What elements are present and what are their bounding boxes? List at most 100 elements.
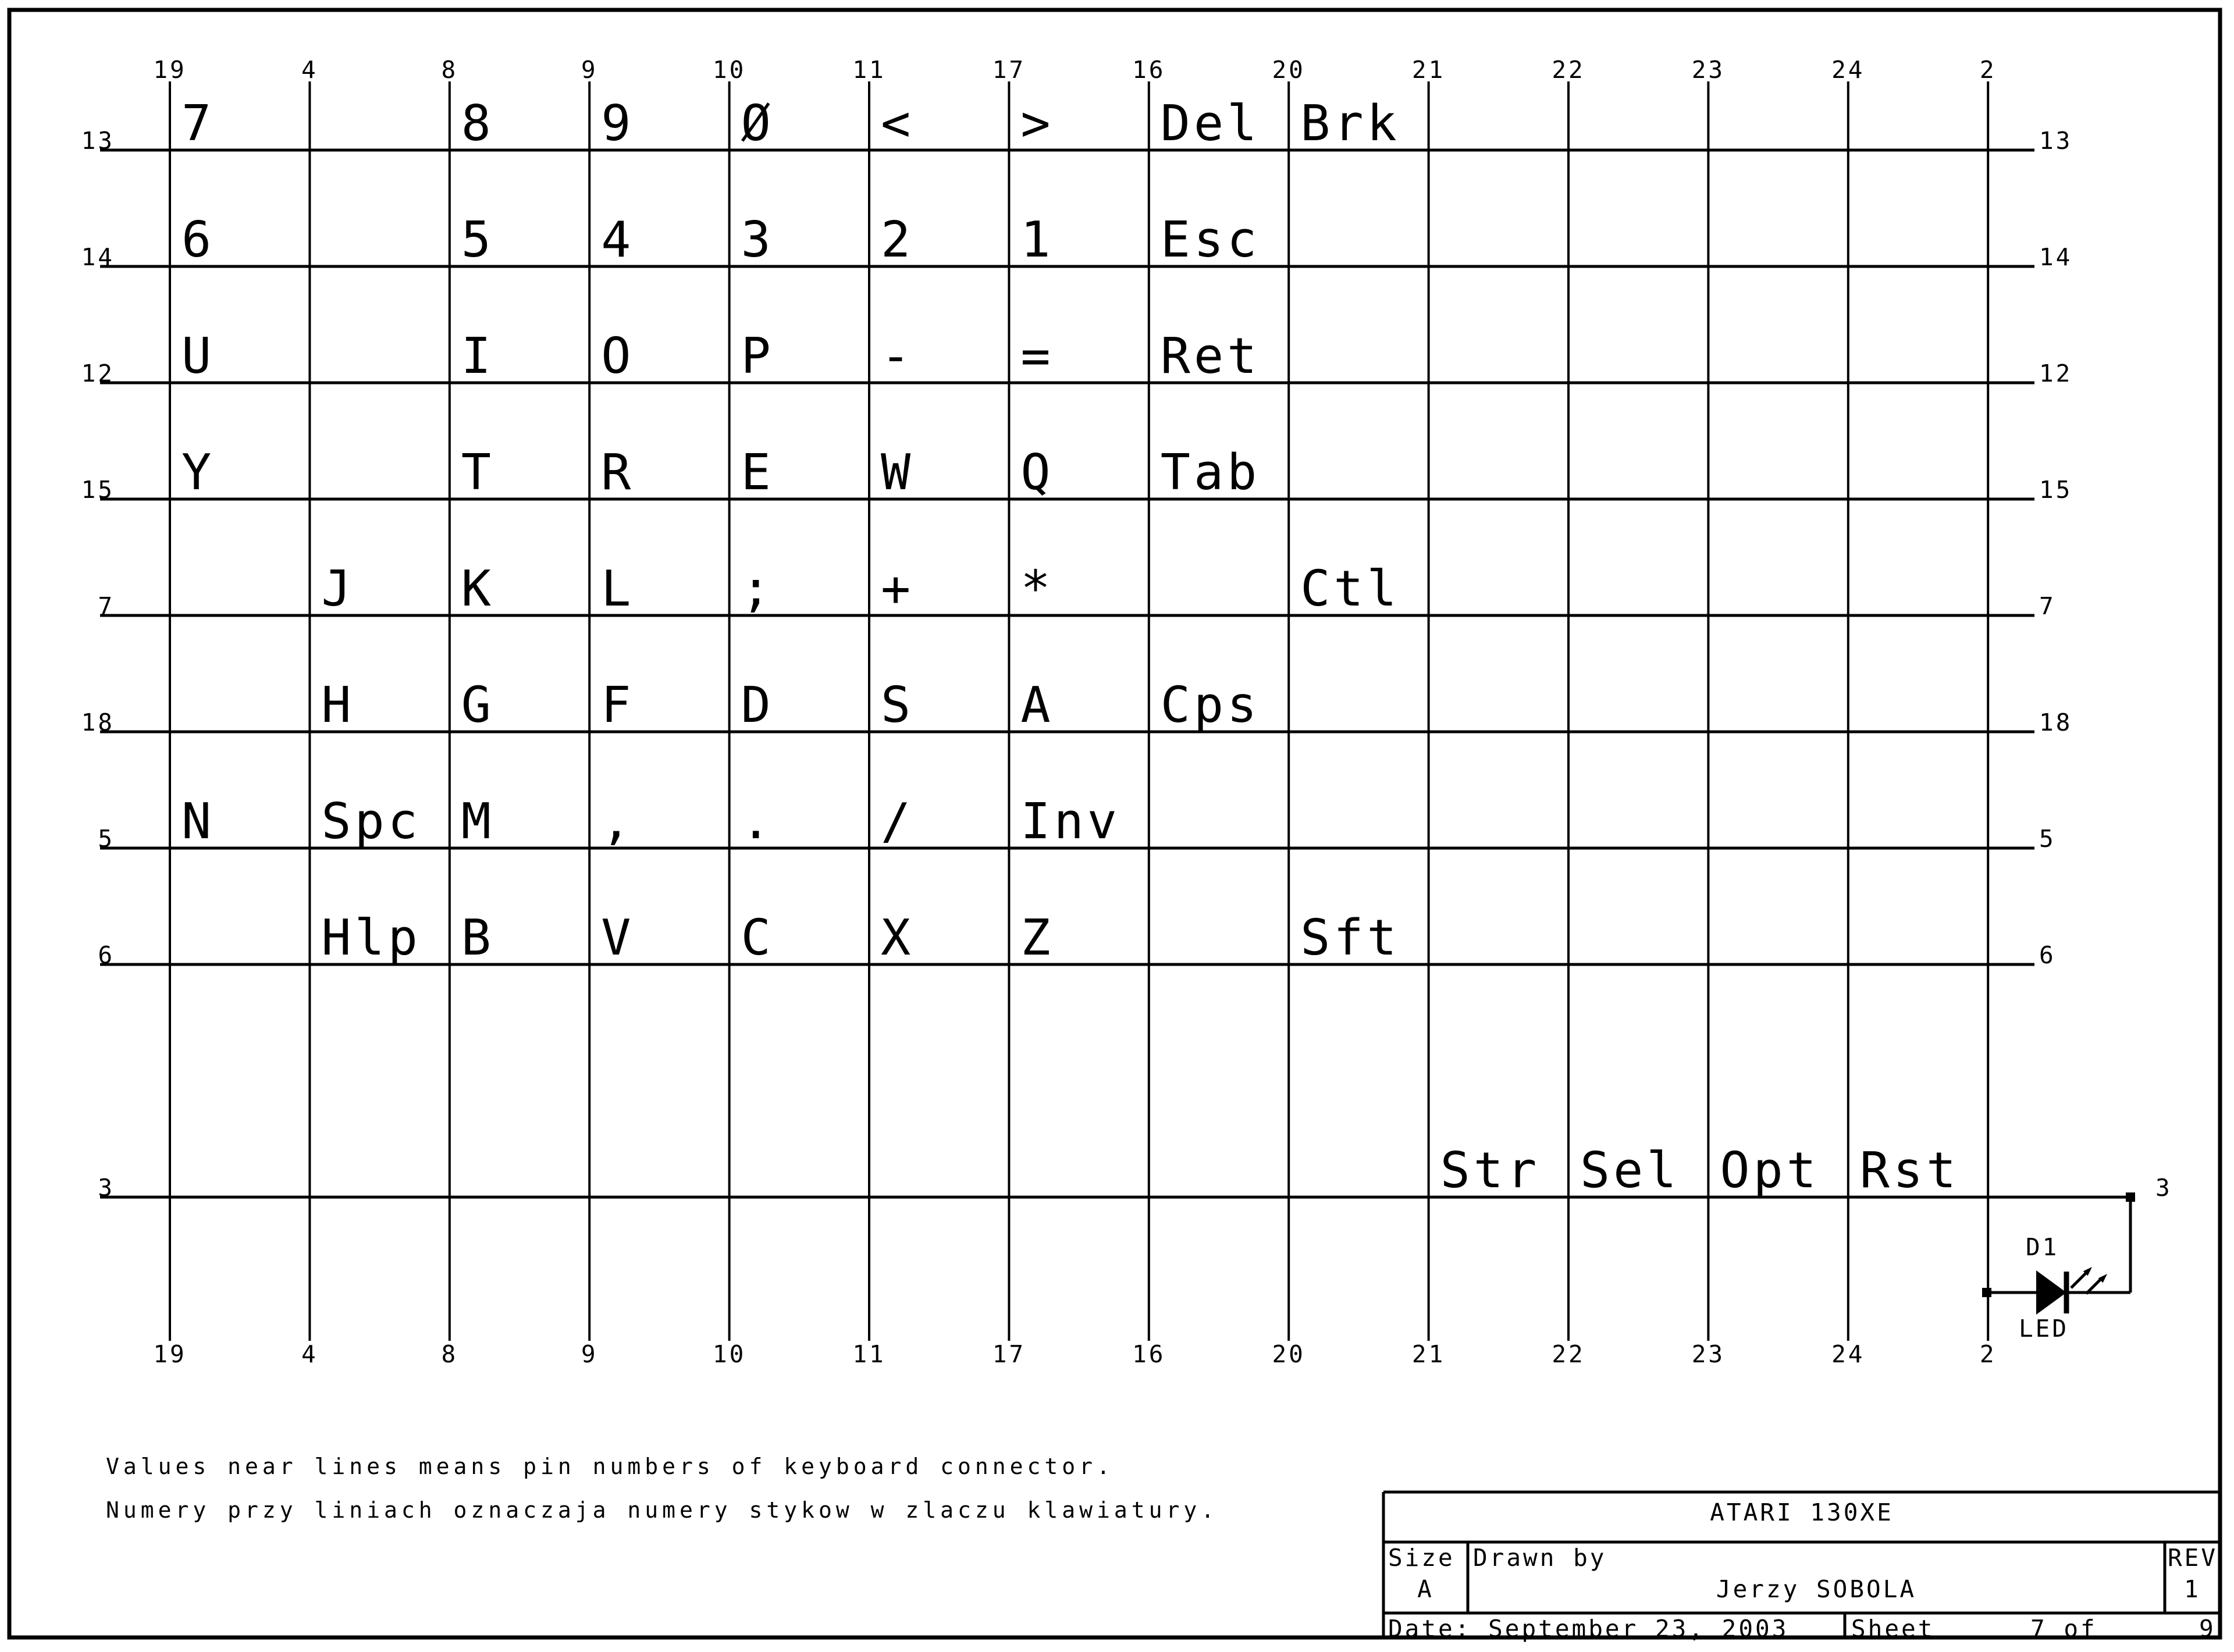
key-label-P: P xyxy=(741,327,774,385)
key-label-;: ; xyxy=(741,560,774,618)
row-pin-label-right: 13 xyxy=(2039,127,2073,155)
key-label-9: 9 xyxy=(601,95,635,152)
key-label-Rst: Rst xyxy=(1859,1142,1960,1199)
led-light-arrow xyxy=(2070,1272,2087,1289)
junction-dot xyxy=(1982,1288,1991,1297)
row-pin-label-left: 3 xyxy=(98,1174,115,1202)
column-pin-label-bottom: 9 xyxy=(581,1340,598,1368)
key-label-1: 1 xyxy=(1020,211,1054,269)
key-label-I: I xyxy=(461,327,495,385)
title-block-sheet-number: 7 of xyxy=(2030,1615,2097,1643)
key-label-Ctl: Ctl xyxy=(1300,560,1400,618)
key-label-Ret: Ret xyxy=(1160,327,1261,385)
column-pin-label-top: 17 xyxy=(992,56,1026,84)
column-pin-label-bottom: 23 xyxy=(1691,1340,1726,1368)
key-label-*: * xyxy=(1020,560,1054,618)
key-label-Sel: Sel xyxy=(1580,1142,1680,1199)
key-label-H: H xyxy=(321,677,355,734)
row-pin-label-right: 5 xyxy=(2039,825,2056,853)
column-pin-label-bottom: 24 xyxy=(1831,1340,1865,1368)
key-label-Inv: Inv xyxy=(1020,793,1120,850)
column-pin-label-top: 4 xyxy=(301,56,318,84)
column-pin-label-top: 21 xyxy=(1411,56,1446,84)
title-block-date: Date: September 23, 2003 xyxy=(1388,1615,1789,1643)
title-block-size-label: Size xyxy=(1388,1544,1455,1572)
key-label-Cps: Cps xyxy=(1160,677,1261,734)
row-pin-label-left: 18 xyxy=(81,708,115,736)
key-label-6: 6 xyxy=(182,211,215,269)
column-pin-label-bottom: 17 xyxy=(992,1340,1026,1368)
column-pin-label-top: 16 xyxy=(1132,56,1166,84)
row-pin-label-right: 15 xyxy=(2039,476,2073,504)
row-pin-label-right: 18 xyxy=(2039,708,2073,736)
column-pin-label-bottom: 20 xyxy=(1272,1340,1305,1368)
column-pin-label-top: 22 xyxy=(1552,56,1585,84)
title-block-rev-label: REV xyxy=(2168,1544,2218,1572)
column-pin-label-bottom: 4 xyxy=(301,1340,318,1368)
key-label-Ø: Ø xyxy=(741,95,774,152)
row-pin-label-left: 5 xyxy=(98,825,115,853)
key-label-F: F xyxy=(601,677,635,734)
column-pin-label-bottom: 11 xyxy=(852,1340,886,1368)
key-label-A: A xyxy=(1020,677,1054,734)
page-border xyxy=(7,8,2222,1640)
key-label-/: / xyxy=(881,793,915,850)
key-label-O: O xyxy=(601,327,635,385)
key-label-B: B xyxy=(461,909,495,967)
led-designator-label: D1 xyxy=(2026,1233,2059,1261)
key-label-Tab: Tab xyxy=(1160,444,1261,501)
key-label-C: C xyxy=(741,909,774,967)
key-label-Esc: Esc xyxy=(1160,211,1261,269)
title-block-sheet-label: Sheet xyxy=(1851,1615,1935,1643)
title-block-drawn-by-label: Drawn by xyxy=(1473,1544,1607,1572)
column-pin-label-top: 19 xyxy=(153,56,187,84)
key-label-Brk: Brk xyxy=(1300,95,1400,152)
key-label-=: = xyxy=(1020,327,1054,385)
key-label-N: N xyxy=(182,793,215,850)
row-pin-label-left: 12 xyxy=(81,359,115,387)
column-pin-label-bottom: 21 xyxy=(1411,1340,1446,1368)
key-label-2: 2 xyxy=(881,211,915,269)
row-pin-label-left: 7 xyxy=(98,592,115,620)
row-pin-label-left: 13 xyxy=(81,127,115,155)
key-label-Del: Del xyxy=(1160,95,1261,152)
key-label-K: K xyxy=(461,560,495,618)
column-pin-label-bottom: 8 xyxy=(441,1340,458,1368)
key-label-R: R xyxy=(601,444,635,501)
key-label-U: U xyxy=(182,327,215,385)
key-label-E: E xyxy=(741,444,774,501)
key-label-W: W xyxy=(881,444,915,501)
key-label-7: 7 xyxy=(182,95,215,152)
column-pin-label-top: 20 xyxy=(1272,56,1305,84)
key-label-<: < xyxy=(881,95,915,152)
led-type-label: LED xyxy=(2019,1315,2069,1343)
column-pin-label-top: 24 xyxy=(1831,56,1865,84)
key-label-Hlp: Hlp xyxy=(321,909,421,967)
row-pin-label-left: 14 xyxy=(81,243,115,271)
key-label-X: X xyxy=(881,909,915,967)
row-pin-label-right: 12 xyxy=(2039,359,2073,387)
title-block-sheet-total: 9 xyxy=(2199,1615,2216,1643)
key-label-D: D xyxy=(741,677,774,734)
column-pin-label-top: 11 xyxy=(852,56,886,84)
row-pin-label-right: 7 xyxy=(2039,592,2056,620)
row-pin-label-left: 15 xyxy=(81,476,115,504)
column-pin-label-bottom: 10 xyxy=(712,1340,746,1368)
key-label-Str: Str xyxy=(1440,1142,1541,1199)
note-polish: Numery przy liniach oznaczaja numery sty… xyxy=(106,1497,1219,1523)
led-light-arrowhead xyxy=(2083,1267,2092,1276)
key-label-4: 4 xyxy=(601,211,635,269)
column-pin-label-top: 10 xyxy=(712,56,746,84)
key-label-Z: Z xyxy=(1020,909,1054,967)
key-label-Spc: Spc xyxy=(321,793,421,850)
key-label-+: + xyxy=(881,560,915,618)
key-label-V: V xyxy=(601,909,635,967)
key-label-,: , xyxy=(601,793,635,850)
key-label-8: 8 xyxy=(461,95,495,152)
title-block-rev-value: 1 xyxy=(2184,1575,2201,1603)
key-label-5: 5 xyxy=(461,211,495,269)
column-pin-label-bottom: 16 xyxy=(1132,1340,1166,1368)
key-label-Sft: Sft xyxy=(1300,909,1400,967)
